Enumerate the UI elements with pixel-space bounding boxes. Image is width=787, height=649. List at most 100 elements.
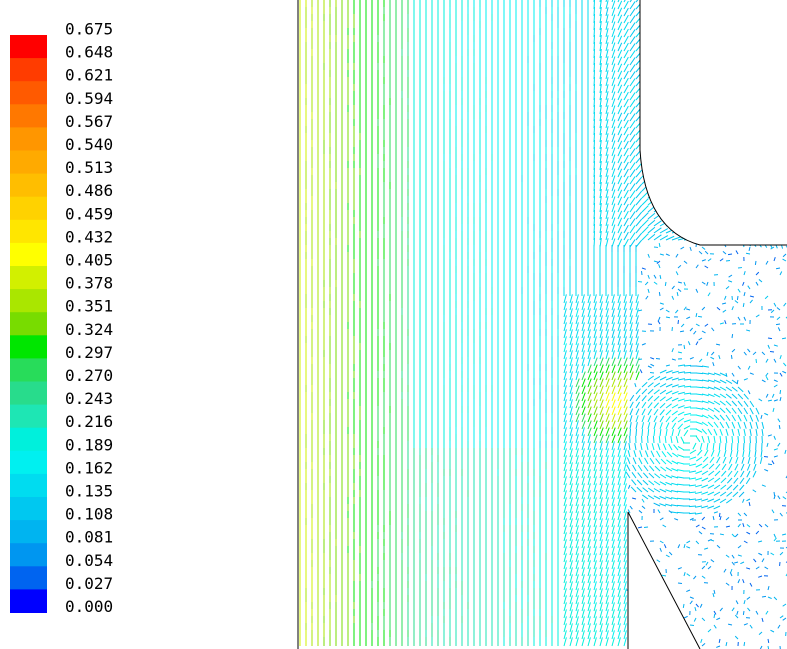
vector [671, 173, 681, 178]
vector [623, 322, 627, 332]
vector [743, 15, 751, 23]
vector [605, 77, 609, 87]
vector [725, 414, 731, 422]
vector [713, 232, 723, 237]
vector [635, 329, 639, 339]
vector [605, 182, 609, 192]
vector [677, 146, 687, 150]
vector [629, 0, 636, 3]
vector [665, 4, 675, 10]
vector [767, 211, 773, 221]
vector [665, 151, 675, 157]
vector [611, 413, 616, 423]
vector [701, 183, 712, 186]
vector [659, 274, 662, 280]
vector [758, 279, 763, 283]
vector [611, 112, 616, 122]
vector [671, 180, 681, 185]
vector [599, 203, 602, 213]
vector [695, 379, 704, 382]
vector [623, 0, 629, 10]
vector [653, 10, 662, 17]
vector [629, 394, 635, 402]
vector [677, 27, 687, 31]
vector [623, 413, 628, 423]
vector [773, 78, 778, 88]
vector [731, 78, 740, 85]
vector [629, 50, 636, 59]
vector [749, 190, 757, 198]
vector [779, 92, 784, 102]
vector [599, 126, 602, 136]
vector [770, 246, 775, 250]
vector [743, 169, 751, 177]
vector [599, 217, 602, 227]
vector [665, 200, 675, 206]
vector [635, 15, 643, 24]
vector [761, 120, 768, 129]
vector [701, 281, 706, 285]
vector [617, 35, 623, 45]
vector [737, 134, 746, 141]
vector [743, 400, 749, 407]
vector [767, 183, 773, 193]
vector [599, 427, 604, 437]
vector [659, 369, 667, 374]
vector [743, 134, 751, 142]
vector [671, 377, 679, 381]
vector [647, 253, 650, 258]
vector [623, 140, 629, 150]
vector [707, 407, 715, 412]
vector [731, 211, 740, 218]
vector [737, 386, 744, 393]
vector [743, 127, 751, 135]
vector [605, 364, 610, 374]
vector [599, 385, 604, 395]
vector [671, 384, 679, 388]
vector [701, 400, 709, 404]
vector [605, 105, 609, 115]
vector [647, 23, 656, 31]
vector [713, 148, 723, 153]
colorbar-swatch [10, 497, 47, 521]
vector [707, 57, 717, 61]
vector [701, 36, 712, 39]
vector [689, 112, 700, 115]
vector [677, 216, 687, 220]
vector [617, 182, 623, 192]
vector [635, 294, 639, 304]
vector [683, 419, 691, 423]
vector [629, 322, 633, 332]
vector [737, 218, 746, 225]
vector [665, 102, 675, 108]
vector [761, 162, 768, 171]
vector [701, 176, 712, 179]
vector [779, 22, 784, 32]
vector [737, 22, 746, 29]
vector [755, 43, 762, 52]
vector [755, 1, 762, 10]
colorbar-label: 0.297 [65, 343, 113, 362]
vector [725, 50, 735, 56]
vector [677, 384, 685, 388]
vector [653, 185, 662, 192]
vector [659, 428, 662, 437]
vector [563, 399, 567, 409]
vector [599, 399, 604, 409]
vector [635, 106, 643, 115]
vector [719, 421, 725, 429]
vector [725, 85, 735, 91]
vector [767, 57, 773, 67]
vector [629, 29, 636, 38]
vector [761, 50, 768, 59]
vector [641, 51, 649, 59]
vector [653, 17, 662, 24]
vector [761, 78, 768, 87]
vector [737, 106, 746, 113]
vector [713, 99, 723, 104]
vector [701, 428, 708, 435]
vector [683, 231, 693, 234]
vector [683, 281, 686, 286]
vector [569, 434, 573, 444]
vector [689, 246, 692, 251]
